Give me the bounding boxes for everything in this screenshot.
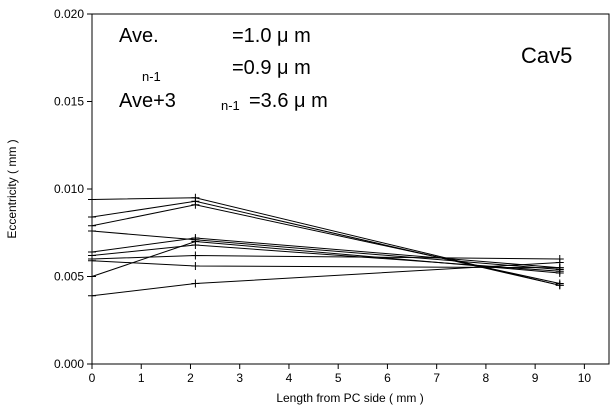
x-tick-label: 8 bbox=[483, 371, 490, 385]
y-tick-label: 0.010 bbox=[54, 182, 84, 196]
x-tick-label: 5 bbox=[335, 371, 342, 385]
y-tick-label: 0.005 bbox=[54, 270, 84, 284]
series-line-4 bbox=[91, 230, 560, 270]
annotation-ave3-subscript: n-1 bbox=[221, 98, 240, 113]
data-point-marker bbox=[88, 272, 96, 281]
annotation-ave-value: =1.0 μ m bbox=[232, 25, 311, 47]
data-point-marker bbox=[88, 256, 96, 265]
data-point-marker bbox=[88, 227, 96, 235]
data-point-marker bbox=[88, 291, 96, 300]
x-tick-label: 9 bbox=[532, 371, 539, 385]
series-line-9 bbox=[91, 240, 560, 277]
x-tick-label: 0 bbox=[89, 371, 96, 385]
data-point-marker bbox=[191, 262, 200, 270]
data-point-marker bbox=[191, 251, 200, 260]
annotation-sigma-value: =0.9 μ m bbox=[232, 57, 311, 79]
series-line-1 bbox=[91, 197, 560, 286]
x-tick-label: 3 bbox=[236, 371, 243, 385]
chart-tag: Cav5 bbox=[521, 43, 572, 68]
y-tick-label: 0.020 bbox=[54, 7, 84, 21]
series-line-3 bbox=[91, 204, 560, 284]
data-point-marker bbox=[555, 258, 564, 267]
x-tick-label: 4 bbox=[286, 371, 293, 385]
data-point-marker bbox=[191, 237, 200, 246]
y-tick-label: 0.015 bbox=[54, 95, 84, 109]
x-axis-ticks: 0 1 2 3 4 5 6 7 8 9 10 bbox=[89, 364, 592, 385]
x-tick-label: 6 bbox=[384, 371, 391, 385]
annotation-ave3-value: =3.6 μ m bbox=[249, 90, 328, 112]
x-tick-label: 1 bbox=[138, 371, 145, 385]
annotation-ave3-label: Ave+3 bbox=[119, 90, 176, 112]
annotation-sigma-subscript: n-1 bbox=[142, 69, 161, 84]
series-line-7 bbox=[91, 254, 560, 260]
x-axis-label: Length from PC side ( mm ) bbox=[276, 391, 423, 405]
x-tick-label: 10 bbox=[578, 371, 592, 385]
y-axis-ticks: 0.000 0.005 0.010 0.015 0.020 bbox=[54, 7, 92, 371]
data-point-marker bbox=[88, 195, 96, 204]
x-tick-label: 7 bbox=[433, 371, 440, 385]
data-point-marker bbox=[555, 279, 564, 288]
series-line-2 bbox=[91, 200, 560, 286]
y-axis-label: Eccentricity ( mm ) bbox=[5, 139, 19, 238]
annotation-ave-label: Ave. bbox=[119, 25, 159, 47]
data-point-marker bbox=[191, 279, 200, 288]
data-point-marker bbox=[88, 213, 96, 221]
data-point-marker bbox=[555, 269, 564, 277]
series-lines bbox=[88, 193, 564, 300]
x-tick-label: 2 bbox=[187, 371, 194, 385]
data-point-marker bbox=[191, 200, 200, 209]
y-tick-label: 0.000 bbox=[54, 357, 84, 371]
